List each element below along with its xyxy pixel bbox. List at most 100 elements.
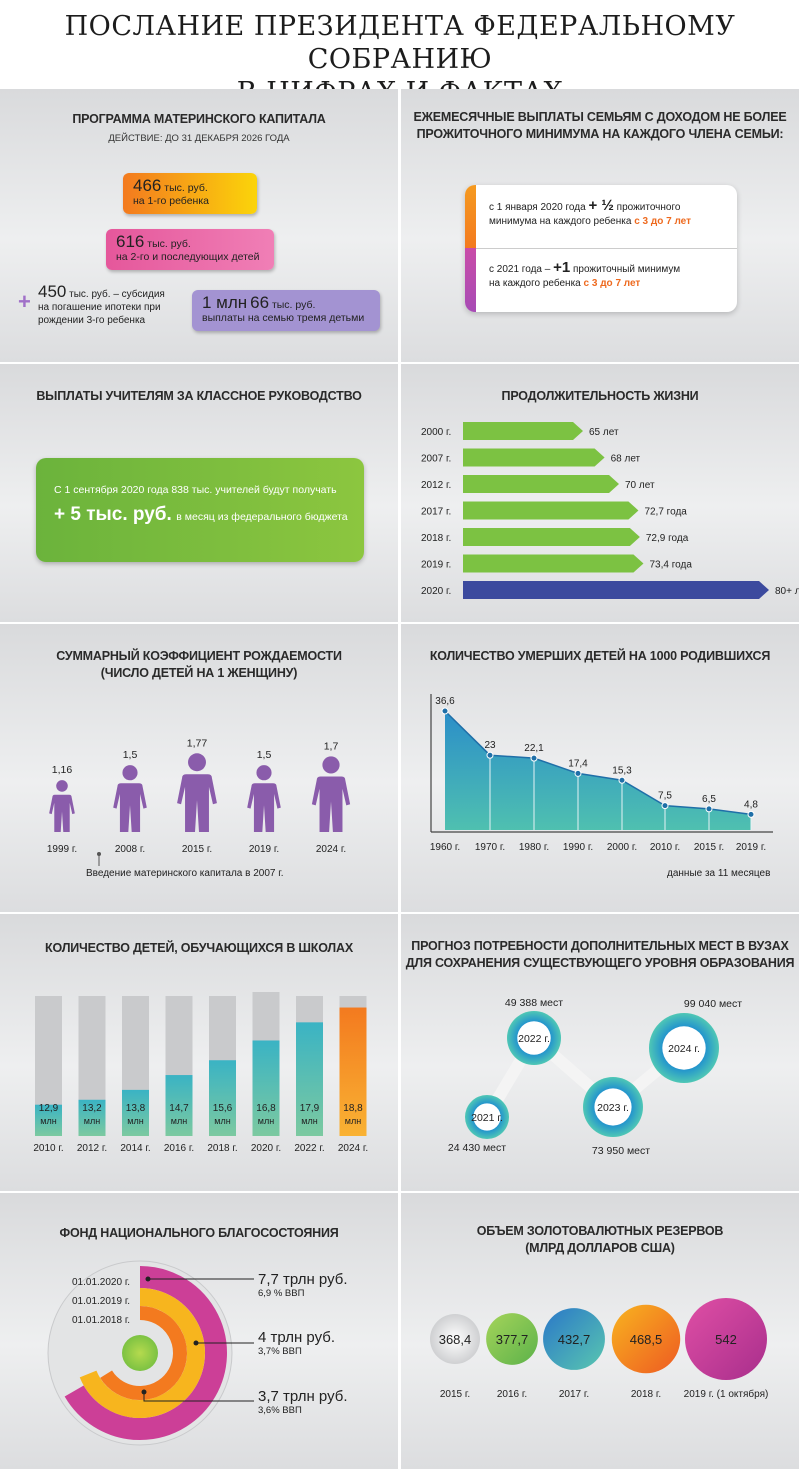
reserves-year-label: 2015 г. bbox=[440, 1389, 470, 1400]
schools-bar bbox=[122, 1089, 149, 1136]
monthly-title-1: ЕЖЕМЕСЯЧНЫЕ ВЫПЛАТЫ СЕМЬЯМ С ДОХОДОМ НЕ … bbox=[413, 110, 787, 124]
life-value-label: 65 лет bbox=[589, 427, 619, 438]
fund-item-2: 4 трлн руб. 3,7% ВВП bbox=[258, 1329, 335, 1357]
mortality-title: КОЛИЧЕСТВО УМЕРШИХ ДЕТЕЙ НА 1000 РОДИВШИ… bbox=[429, 649, 771, 663]
reserves-value-label: 542 bbox=[715, 1332, 737, 1347]
page-title: ПОСЛАНИЕ ПРЕЗИДЕНТА ФЕДЕРАЛЬНОМУ СОБРАНИ… bbox=[64, 11, 736, 75]
universities-year-label: 2023 г. bbox=[597, 1102, 629, 1114]
fertility-figure bbox=[49, 780, 75, 832]
teachers-line-1: С 1 сентября 2020 года 838 тыс. учителей… bbox=[54, 484, 337, 496]
gdp: 3,6% ВВП bbox=[258, 1405, 302, 1416]
desc: на 1-го ребенка bbox=[133, 195, 210, 207]
life-panel: ПРОДОЛЖИТЕЛЬНОСТЬ ЖИЗНИ 2000 г. 65 лет 200… bbox=[401, 364, 799, 622]
life-arrow bbox=[463, 554, 644, 573]
maternity-first-tag: 466 тыс. руб. на 1-го ребенка bbox=[123, 173, 257, 214]
mortality-year-label: 1960 г. bbox=[430, 842, 460, 853]
person-body-icon bbox=[311, 776, 351, 832]
universities-title-1: ПРОГНОЗ ПОТРЕБНОСТИ ДОПОЛНИТЕЛЬНЫХ МЕСТ … bbox=[411, 939, 789, 953]
mortality-year-label: 2010 г. bbox=[650, 842, 680, 853]
mortality-point bbox=[747, 810, 755, 818]
text: с 2021 года – bbox=[489, 264, 551, 275]
fund-center bbox=[122, 1335, 158, 1371]
desc: выплаты на семью тремя детьми bbox=[202, 312, 365, 324]
maternity-title: ПРОГРАММА МАТЕРИНСКОГО КАПИТАЛА bbox=[72, 112, 326, 126]
person-head-icon bbox=[188, 753, 206, 772]
teachers-box: С 1 сентября 2020 года 838 тыс. учителей… bbox=[36, 458, 364, 562]
universities-bubble-core bbox=[594, 1088, 632, 1126]
fertility-figure bbox=[247, 765, 281, 832]
universities-panel: ПРОГНОЗ ПОТРЕБНОСТИ ДОПОЛНИТЕЛЬНЫХ МЕСТ … bbox=[401, 914, 799, 1191]
fund-chart bbox=[47, 1260, 254, 1446]
plus: + ½ bbox=[588, 197, 614, 214]
reserves-year-label: 2017 г. bbox=[559, 1389, 589, 1400]
life-arrow bbox=[463, 475, 619, 493]
mortality-value-label: 17,4 bbox=[568, 758, 588, 769]
schools-value-label: 12,9 bbox=[39, 1103, 59, 1114]
fertility-figure bbox=[177, 753, 217, 832]
schools-year-label: 2020 г. bbox=[251, 1143, 281, 1154]
fertility-value-label: 1,5 bbox=[257, 749, 272, 761]
mortality-point bbox=[618, 776, 626, 784]
person-head-icon bbox=[56, 780, 68, 792]
reserves-title-2: (МЛРД ДОЛЛАРОВ США) bbox=[525, 1241, 675, 1255]
monthly-panel: ЕЖЕМЕСЯЧНЫЕ ВЫПЛАТЫ СЕМЬЯМ С ДОХОДОМ НЕ … bbox=[401, 89, 799, 362]
reserves-year-label: 2016 г. bbox=[497, 1389, 527, 1400]
schools-unit-label: млн bbox=[214, 1116, 230, 1126]
mortality-value-label: 36,6 bbox=[435, 696, 455, 707]
header: ПОСЛАНИЕ ПРЕЗИДЕНТА ФЕДЕРАЛЬНОМУ СОБРАНИ… bbox=[0, 0, 800, 108]
schools-unit-label: млн bbox=[40, 1116, 56, 1126]
life-year-label: 2019 г. bbox=[421, 560, 451, 571]
fertility-note-dot bbox=[97, 852, 101, 856]
fund-ring-2018 bbox=[100, 1306, 187, 1400]
schools-chart: 12,9 млн 2010 г. 13,2 млн 2012 г. 13,8 млн 2014 … bbox=[33, 992, 368, 1154]
life-year-label: 2007 г. bbox=[421, 454, 451, 465]
schools-bar bbox=[209, 1060, 236, 1136]
fund-date-2020: 01.01.2020 г. bbox=[72, 1277, 131, 1288]
person-head-icon bbox=[256, 765, 272, 781]
gdp: 6,9 % ВВП bbox=[258, 1288, 305, 1299]
fertility-value-label: 1,77 bbox=[187, 737, 208, 749]
maternity-second-tag: 616 тыс. руб. на 2-го и последующих дете… bbox=[106, 229, 274, 270]
life-arrow bbox=[463, 448, 605, 467]
amount: 3,7 трлн руб. bbox=[258, 1388, 348, 1405]
life-value-label: 72,9 года bbox=[646, 533, 689, 544]
schools-year-label: 2018 г. bbox=[207, 1143, 237, 1154]
schools-title: КОЛИЧЕСТВО ДЕТЕЙ, ОБУЧАЮЩИХСЯ В ШКОЛАХ bbox=[45, 941, 353, 955]
fund-ring-2019 bbox=[79, 1288, 205, 1418]
person-body-icon bbox=[247, 783, 281, 832]
maternity-mortgage: + 450 тыс. руб. – субсидия на погашение … bbox=[18, 283, 188, 327]
desc: – субсидия bbox=[113, 289, 165, 300]
orange-strip bbox=[465, 185, 476, 248]
reserves-circle bbox=[430, 1314, 480, 1364]
amount: 466 bbox=[133, 176, 162, 195]
unit: тыс. руб. bbox=[147, 238, 191, 250]
mortality-year-label: 1990 г. bbox=[563, 842, 593, 853]
amount: 616 bbox=[116, 232, 145, 251]
mortality-note: данные за 11 месяцев bbox=[667, 868, 771, 879]
universities-value-label: 99 040 мест bbox=[684, 998, 742, 1010]
schools-value-label: 15,6 bbox=[213, 1103, 233, 1114]
fund-date-2018: 01.01.2018 г. bbox=[72, 1315, 131, 1326]
schools-bar bbox=[252, 1040, 280, 1136]
unit: тыс. руб. bbox=[271, 299, 316, 311]
schools-year-label: 2014 г. bbox=[120, 1143, 150, 1154]
mortality-value-label: 22,1 bbox=[524, 743, 544, 754]
reserves-circle bbox=[486, 1313, 538, 1365]
person-head-icon bbox=[322, 756, 340, 774]
fund-leader-dot-2 bbox=[193, 1340, 199, 1346]
person-body-icon bbox=[113, 783, 147, 832]
teachers-line-2: в месяц из федерального бюджета bbox=[176, 511, 348, 523]
fertility-year-label: 2024 г. bbox=[316, 844, 346, 855]
mortality-value-label: 7,5 bbox=[658, 791, 672, 802]
mortality-year-label: 2015 г. bbox=[694, 842, 724, 853]
monthly-row-2: с 2021 года – +1 прожиточный минимум на … bbox=[489, 260, 737, 291]
highlight: с 3 до 7 лет bbox=[583, 278, 641, 289]
schools-bar bbox=[296, 1022, 323, 1136]
universities-bubble-core bbox=[517, 1021, 551, 1055]
mortality-point bbox=[441, 707, 449, 715]
reserves-value-label: 432,7 bbox=[558, 1332, 591, 1347]
fund-title: ФОНД НАЦИОНАЛЬНОГО БЛАГОСОСТОЯНИЯ bbox=[59, 1226, 339, 1240]
life-chart: 2000 г. 65 лет 2007 г. 68 лет 2012 г. 70 лет 2… bbox=[421, 422, 799, 599]
mortality-line bbox=[444, 710, 752, 816]
fertility-chart: 1,16 1999 г. 1,5 2008 г. 1,77 2015 г. 1,5 2019 … bbox=[47, 737, 351, 866]
